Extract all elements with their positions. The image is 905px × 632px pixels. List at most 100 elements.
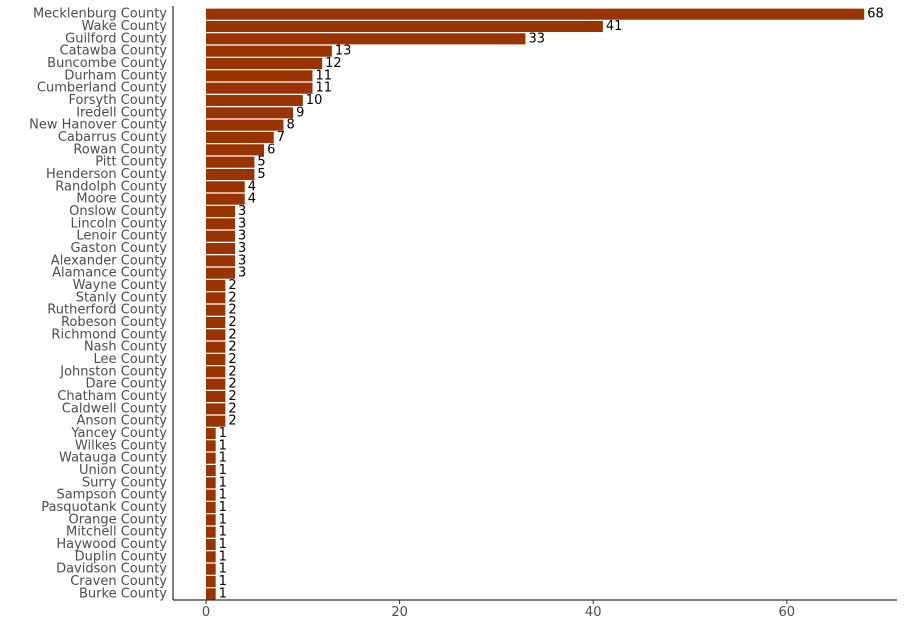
bar-anson-county [206, 415, 226, 427]
bar-moore-county [206, 193, 245, 205]
bar-mitchell-county [206, 526, 216, 538]
category-label-surry-county: Surry County [82, 475, 167, 490]
value-label-catawba-county: 13 [335, 44, 352, 59]
category-label-gaston-county: Gaston County [70, 241, 167, 256]
bar-mecklenburg-county [206, 8, 865, 20]
category-label-wayne-county: Wayne County [73, 278, 168, 293]
value-label-pitt-county: 5 [257, 155, 265, 170]
value-label-duplin-county: 1 [219, 549, 227, 564]
category-label-randolph-county: Randolph County [55, 179, 167, 194]
value-label-wilkes-county: 1 [219, 438, 227, 453]
category-label-johnston-county: Johnston County [59, 364, 167, 379]
value-label-lincoln-county: 3 [238, 216, 246, 231]
category-label-yancey-county: Yancey County [70, 426, 167, 441]
bar-forsyth-county [206, 94, 303, 107]
bar-duplin-county [206, 551, 216, 563]
bar-nash-county [206, 341, 226, 353]
category-label-catawba-county: Catawba County [60, 44, 168, 59]
value-label-new-hanover-county: 8 [286, 118, 294, 133]
category-label-haywood-county: Haywood County [56, 537, 167, 552]
category-label-guilford-county: Guilford County [65, 31, 167, 46]
value-label-chatham-county: 2 [228, 389, 236, 404]
value-label-guilford-county: 33 [528, 31, 545, 46]
bar-new-hanover-county [206, 119, 284, 131]
category-label-union-county: Union County [79, 463, 167, 478]
bar-watauga-county [206, 452, 216, 464]
value-label-nash-county: 2 [228, 340, 236, 355]
bar-pasquotank-county [206, 501, 216, 514]
value-label-henderson-county: 5 [257, 167, 265, 182]
bar-alamance-county [206, 267, 236, 279]
x-tick-label-0: 0 [202, 605, 210, 620]
category-label-richmond-county: Richmond County [51, 327, 167, 342]
value-label-mitchell-county: 1 [219, 525, 227, 540]
value-label-lenoir-county: 3 [238, 229, 246, 244]
bar-dare-county [206, 378, 226, 390]
category-label-wilkes-county: Wilkes County [75, 438, 167, 453]
category-label-wake-county: Wake County [82, 19, 168, 34]
value-label-alamance-county: 3 [238, 266, 246, 281]
category-label-iredell-county: Iredell County [76, 105, 167, 120]
bar-robeson-county [206, 316, 226, 329]
bar-union-county [206, 464, 216, 477]
category-label-orange-county: Orange County [69, 512, 168, 527]
category-label-rowan-county: Rowan County [73, 142, 167, 157]
bar-rowan-county [206, 144, 265, 156]
value-label-buncombe-county: 12 [325, 56, 342, 71]
category-label-durham-county: Durham County [64, 68, 167, 83]
value-label-sampson-county: 1 [219, 488, 227, 503]
value-label-craven-county: 1 [219, 574, 227, 589]
bar-lincoln-county [206, 218, 236, 230]
category-label-watauga-county: Watauga County [59, 451, 167, 466]
x-tick-label-40: 40 [585, 605, 602, 620]
category-label-mitchell-county: Mitchell County [66, 525, 167, 540]
value-label-cabarrus-county: 7 [277, 130, 285, 145]
bar-iredell-county [206, 107, 294, 119]
bar-onslow-county [206, 205, 236, 218]
category-label-lincoln-county: Lincoln County [71, 216, 168, 231]
bar-caldwell-county [206, 403, 226, 415]
bar-chatham-county [206, 390, 226, 403]
category-label-chatham-county: Chatham County [57, 389, 167, 404]
category-label-davidson-county: Davidson County [56, 562, 167, 577]
category-label-nash-county: Nash County [84, 340, 167, 355]
bar-wilkes-county [206, 440, 216, 452]
bar-lenoir-county [206, 230, 236, 242]
category-label-lee-county: Lee County [94, 352, 168, 367]
value-label-dare-county: 2 [228, 377, 236, 392]
bar-buncombe-county [206, 57, 323, 70]
category-label-cumberland-county: Cumberland County [37, 81, 167, 96]
value-label-lee-county: 2 [228, 352, 236, 367]
bars-layer [206, 8, 865, 600]
bar-durham-county [206, 70, 313, 82]
category-label-pasquotank-county: Pasquotank County [41, 500, 167, 515]
category-label-sampson-county: Sampson County [56, 488, 167, 503]
category-label-buncombe-county: Buncombe County [47, 56, 167, 71]
category-label-robeson-county: Robeson County [61, 315, 167, 330]
bar-orange-county [206, 514, 216, 526]
value-label-randolph-county: 4 [248, 179, 256, 194]
bar-stanly-county [206, 292, 226, 304]
bar-randolph-county [206, 181, 245, 193]
category-label-lenoir-county: Lenoir County [76, 229, 167, 244]
bar-cumberland-county [206, 82, 313, 94]
category-label-onslow-county: Onslow County [69, 204, 167, 219]
bar-guilford-county [206, 33, 526, 45]
bar-pitt-county [206, 156, 255, 168]
bar-cabarrus-county [206, 131, 274, 144]
category-label-craven-county: Craven County [70, 574, 167, 589]
value-label-rowan-county: 6 [267, 142, 275, 157]
category-label-dare-county: Dare County [86, 377, 168, 392]
bar-surry-county [206, 477, 216, 489]
value-label-moore-county: 4 [248, 192, 256, 207]
value-label-cumberland-county: 11 [315, 81, 332, 96]
value-label-rutherford-county: 2 [228, 303, 236, 318]
x-tick-label-20: 20 [391, 605, 408, 620]
value-label-pasquotank-county: 1 [219, 500, 227, 515]
value-label-caldwell-county: 2 [228, 401, 236, 416]
value-label-gaston-county: 3 [238, 241, 246, 256]
category-label-alexander-county: Alexander County [51, 253, 168, 268]
category-label-anson-county: Anson County [76, 414, 167, 429]
value-label-watauga-county: 1 [219, 451, 227, 466]
